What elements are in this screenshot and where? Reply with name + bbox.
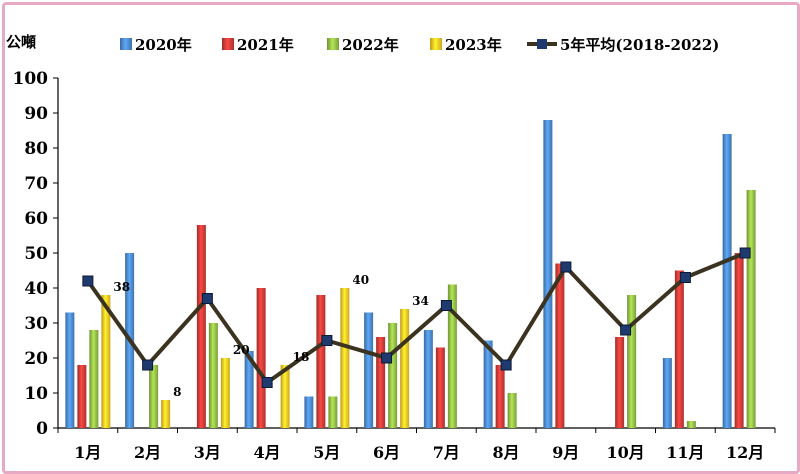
line-marker <box>739 247 751 259</box>
x-tick-label: 12月 <box>726 443 764 462</box>
x-tick-label: 4月 <box>254 443 281 462</box>
bar <box>483 340 493 428</box>
bar <box>256 288 266 428</box>
line-marker <box>500 359 512 371</box>
data-label: 8 <box>173 385 181 399</box>
bar <box>615 337 625 428</box>
bar <box>244 351 254 428</box>
y-tick-label: 100 <box>13 69 49 89</box>
line-marker <box>620 324 632 336</box>
y-tick-label: 60 <box>24 209 48 229</box>
bar <box>220 358 230 428</box>
line-marker <box>560 261 572 273</box>
bar <box>507 393 517 428</box>
line-marker <box>381 352 393 364</box>
data-labels: 38 8 20 18 40 34 <box>113 273 428 399</box>
data-label: 40 <box>352 273 369 287</box>
line-marker <box>142 359 154 371</box>
y-axis: 0 10 20 30 40 50 60 70 80 90 100 <box>13 69 59 439</box>
bars <box>65 120 756 428</box>
legend-swatch <box>222 38 234 50</box>
data-label: 18 <box>293 350 310 364</box>
legend-label: 2023年 <box>445 36 502 54</box>
legend-label: 2021年 <box>237 36 294 54</box>
bar <box>77 365 87 428</box>
bar <box>435 347 445 428</box>
legend-label: 2022年 <box>342 36 399 54</box>
bar <box>364 312 374 428</box>
line-marker <box>679 272 691 283</box>
y-tick-label: 0 <box>36 419 48 439</box>
bar <box>734 253 744 428</box>
y-tick-label: 10 <box>24 384 48 404</box>
x-tick-label: 5月 <box>313 443 340 462</box>
legend-swatch <box>120 38 132 50</box>
bar <box>746 190 756 428</box>
bar <box>149 365 159 428</box>
y-tick-label: 90 <box>24 104 48 124</box>
bar <box>423 330 433 428</box>
legend-line-marker <box>537 39 547 49</box>
x-tick-label: 11月 <box>666 443 704 462</box>
bar <box>627 295 637 428</box>
bar <box>196 225 206 428</box>
x-tick-label: 2月 <box>134 443 161 462</box>
bar <box>89 330 99 428</box>
x-tick-label: 7月 <box>433 443 460 462</box>
data-label: 34 <box>412 294 429 308</box>
bar <box>328 396 338 428</box>
average-line <box>82 247 751 388</box>
bar <box>304 396 314 428</box>
y-tick-label: 40 <box>24 279 48 299</box>
data-label: 38 <box>113 280 130 294</box>
line-marker <box>261 377 273 388</box>
x-tick-label: 3月 <box>194 443 221 462</box>
y-tick-label: 70 <box>24 174 48 194</box>
bar <box>495 365 505 428</box>
line-marker <box>440 300 452 311</box>
y-tick-label: 20 <box>24 349 48 369</box>
bar <box>376 337 386 428</box>
bar <box>316 295 326 428</box>
bar <box>722 134 732 428</box>
bar <box>101 295 111 428</box>
x-tick-label: 9月 <box>552 443 579 462</box>
legend-label: 5年平均(2018-2022) <box>560 36 719 54</box>
bar <box>543 120 553 428</box>
line-marker <box>321 335 333 346</box>
legend-swatch <box>327 38 339 50</box>
y-tick-label: 50 <box>24 244 48 264</box>
x-tick-label: 8月 <box>493 443 520 462</box>
bar <box>400 309 410 428</box>
bar <box>65 312 75 428</box>
bar <box>662 358 672 428</box>
data-label: 20 <box>233 343 250 357</box>
bar <box>388 323 398 428</box>
legend-label: 2020年 <box>135 36 192 54</box>
bar <box>280 365 290 428</box>
y-tick-label: 30 <box>24 314 48 334</box>
x-tick-label: 1月 <box>74 443 101 462</box>
bar <box>674 270 684 428</box>
x-tick-label: 10月 <box>606 443 644 462</box>
bar <box>340 288 350 428</box>
bar <box>686 421 696 428</box>
y-tick-label: 80 <box>24 139 48 159</box>
line-marker <box>201 293 213 304</box>
bar <box>161 400 171 428</box>
legend: 2020年 2021年 2022年 2023年 5年平均(2018-2022) <box>120 36 719 54</box>
x-axis: 1月 2月 3月 4月 5月 6月 7月 8月 9月 10月 11月 12月 <box>57 427 776 462</box>
x-tick-label: 6月 <box>373 443 400 462</box>
bar <box>447 284 457 428</box>
average-line-path <box>86 251 746 385</box>
bar <box>555 263 565 428</box>
legend-swatch <box>430 38 442 50</box>
bar <box>208 323 218 428</box>
unit-label: 公噸 <box>6 33 36 51</box>
line-marker <box>82 275 94 287</box>
